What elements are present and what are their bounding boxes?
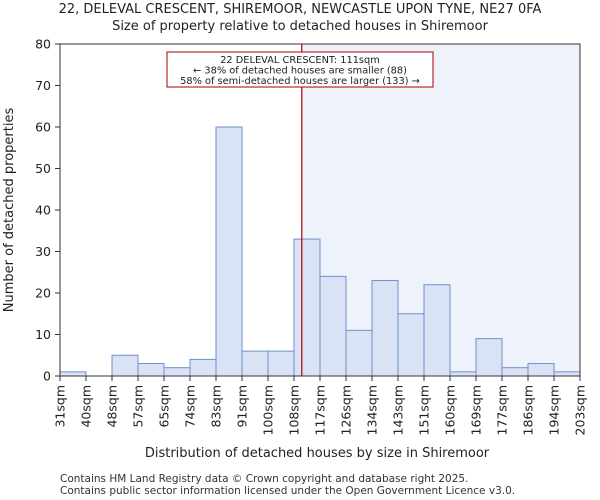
x-tick-label: 160sqm xyxy=(443,385,458,435)
annotation-line-1: 22 DELEVAL CRESCENT: 111sqm xyxy=(220,55,380,66)
x-tick-label: 100sqm xyxy=(261,385,276,435)
x-axis-label: Distribution of detached houses by size … xyxy=(145,446,490,461)
y-tick-label: 60 xyxy=(35,120,51,135)
bar-186sqm xyxy=(527,363,555,377)
y-tick-label: 80 xyxy=(35,37,51,52)
y-tick-label: 50 xyxy=(35,161,51,176)
annotation-box xyxy=(166,51,434,88)
x-tick-label: 186sqm xyxy=(521,385,536,435)
bar-83sqm xyxy=(215,126,243,377)
y-tick-label: 30 xyxy=(35,244,51,259)
x-tick-label: 169sqm xyxy=(469,385,484,435)
bar-169sqm xyxy=(475,338,503,377)
bar-177sqm xyxy=(501,367,529,377)
x-tick-label: 65sqm xyxy=(157,385,172,428)
x-tick-label: 83sqm xyxy=(209,385,224,428)
bar-100sqm xyxy=(267,350,295,377)
y-tick-label: 20 xyxy=(35,286,51,301)
x-tick-label: 117sqm xyxy=(313,385,328,435)
bar-194sqm xyxy=(553,371,581,377)
bar-117sqm xyxy=(319,275,347,377)
bar-134sqm xyxy=(371,280,399,377)
x-tick-label: 74sqm xyxy=(183,385,198,428)
x-tick-label: 151sqm xyxy=(417,385,432,435)
annotation-line-3: 58% of semi-detached houses are larger (… xyxy=(180,76,420,87)
x-tick-label: 31sqm xyxy=(53,385,68,428)
x-tick-label: 108sqm xyxy=(287,385,302,435)
x-tick-label: 194sqm xyxy=(547,385,562,435)
bar-126sqm xyxy=(345,329,373,377)
footer-copyright: Contains HM Land Registry data © Crown c… xyxy=(60,473,469,485)
x-tick-label: 57sqm xyxy=(131,385,146,428)
x-tick-label: 91sqm xyxy=(235,385,250,428)
bar-74sqm xyxy=(189,358,217,377)
annotation-line-2: ← 38% of detached houses are smaller (88… xyxy=(193,66,407,77)
x-tick-label: 203sqm xyxy=(573,385,588,435)
x-tick-label: 48sqm xyxy=(105,385,120,428)
bar-57sqm xyxy=(137,363,165,377)
bar-31sqm xyxy=(59,371,87,377)
chart-title-address: 22, DELEVAL CRESCENT, SHIREMOOR, NEWCAST… xyxy=(58,2,542,17)
bar-143sqm xyxy=(397,313,425,377)
bar-151sqm xyxy=(423,284,451,377)
x-tick-label: 177sqm xyxy=(495,385,510,435)
chart-title: Size of property relative to detached ho… xyxy=(112,19,488,34)
bar-65sqm xyxy=(163,367,191,377)
x-tick-label: 40sqm xyxy=(79,385,94,428)
y-tick-label: 10 xyxy=(35,327,51,342)
y-axis-label: Number of detached properties xyxy=(2,108,17,313)
x-tick-label: 126sqm xyxy=(339,385,354,435)
footer-licence: Contains public sector information licen… xyxy=(60,485,516,497)
bar-160sqm xyxy=(449,371,477,377)
y-tick-label: 40 xyxy=(35,203,51,218)
bar-91sqm xyxy=(241,350,269,377)
bar-48sqm xyxy=(111,354,139,377)
x-tick-label: 134sqm xyxy=(365,385,380,435)
bar-108sqm xyxy=(293,238,321,377)
x-tick-label: 143sqm xyxy=(391,385,406,435)
y-tick-label: 70 xyxy=(35,78,51,93)
y-tick-label: 0 xyxy=(43,369,51,384)
